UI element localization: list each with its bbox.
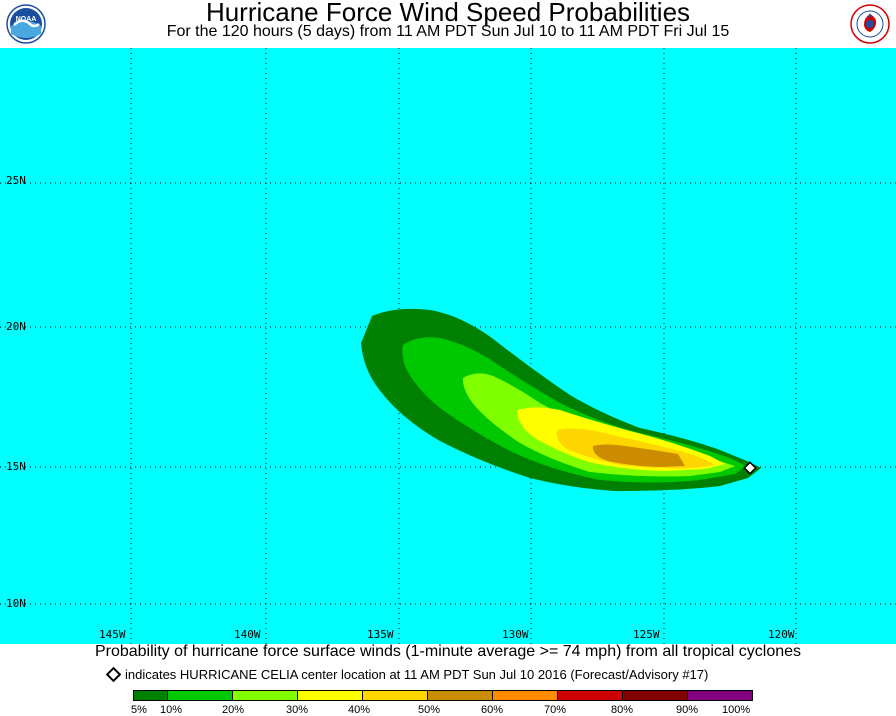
page-title: Hurricane Force Wind Speed Probabilities [205, 0, 691, 27]
legend-swatch [297, 690, 363, 701]
storm-center-marker [743, 461, 757, 475]
map-canvas [0, 48, 896, 644]
lon-label-145w: 145W [99, 628, 126, 641]
legend-swatch [232, 690, 298, 701]
legend-label: 90% [676, 704, 699, 716]
diamond-marker-icon [105, 666, 122, 683]
legend-swatch [557, 690, 623, 701]
lat-label-10n: 10N [6, 597, 26, 610]
lon-label-130w: 130W [502, 628, 529, 641]
legend-swatch [133, 690, 168, 701]
legend-label: 30% [286, 704, 309, 716]
legend-swatch [622, 690, 688, 701]
lon-label-120w: 120W [768, 628, 795, 641]
legend-label: 60% [481, 704, 504, 716]
page-subtitle: For the 120 hours (5 days) from 11 AM PD… [166, 23, 730, 40]
lat-label-15n: 15N [6, 460, 26, 473]
probability-map: 25N 20N 15N 10N 145W 140W 135W 130W 125W… [0, 48, 896, 644]
legend-swatch [427, 690, 493, 701]
footer-storm-note: indicates HURRICANE CELIA center locatio… [105, 666, 709, 683]
lat-label-25n: 25N [6, 174, 26, 187]
noaa-logo-text: NOAA [16, 16, 37, 23]
footer-description: Probability of hurricane force surface w… [94, 643, 802, 660]
legend-swatch [167, 690, 233, 701]
lon-label-125w: 125W [633, 628, 660, 641]
footer-storm-note-text: indicates HURRICANE CELIA center locatio… [125, 667, 709, 682]
noaa-logo-icon: NOAA [6, 4, 46, 44]
nws-logo-icon [850, 4, 890, 44]
header: Hurricane Force Wind Speed Probabilities… [0, 0, 896, 48]
legend-label: 10% [160, 704, 183, 716]
legend-swatch [492, 690, 558, 701]
legend-label: 5% [131, 704, 147, 716]
probability-contours [361, 308, 761, 491]
legend-label: 40% [348, 704, 371, 716]
legend-swatch [687, 690, 753, 701]
legend-label: 50% [418, 704, 441, 716]
legend-label: 100% [722, 704, 751, 716]
lat-label-20n: 20N [6, 320, 26, 333]
legend-label: 70% [544, 704, 567, 716]
legend-label: 80% [611, 704, 634, 716]
legend-swatch [362, 690, 428, 701]
lon-label-140w: 140W [234, 628, 261, 641]
contour-50-percent [592, 444, 685, 467]
legend-label: 20% [222, 704, 245, 716]
lon-label-135w: 135W [367, 628, 394, 641]
